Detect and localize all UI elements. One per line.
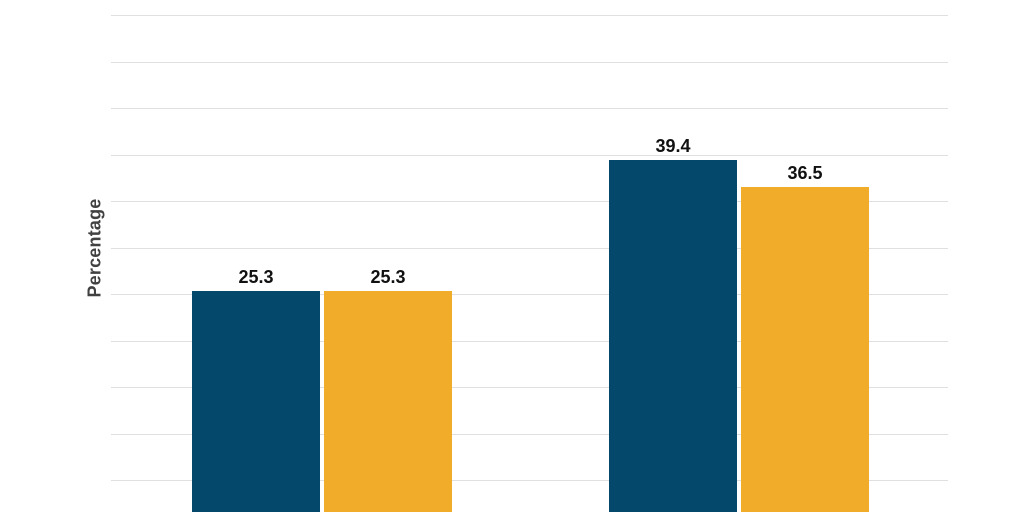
bar-value-label: 25.3 [370, 267, 406, 288]
bar-series1-group2 [609, 160, 737, 512]
bar-series2-group1 [324, 291, 452, 512]
gridline [111, 294, 948, 295]
gridline [111, 340, 948, 342]
gridline [111, 247, 948, 249]
gridline [111, 61, 948, 63]
bar-value-label: 25.3 [238, 267, 274, 288]
gridline [111, 201, 948, 202]
bar-series2-group2 [741, 187, 869, 512]
gridline [111, 15, 948, 16]
gridline [111, 108, 948, 109]
gridline [111, 154, 948, 156]
gridline [111, 480, 948, 481]
gridline [111, 433, 948, 435]
gridline [111, 387, 948, 388]
bar-value-label: 39.4 [655, 136, 691, 157]
bar-value-label: 36.5 [787, 163, 823, 184]
bar-series1-group1 [192, 291, 320, 512]
